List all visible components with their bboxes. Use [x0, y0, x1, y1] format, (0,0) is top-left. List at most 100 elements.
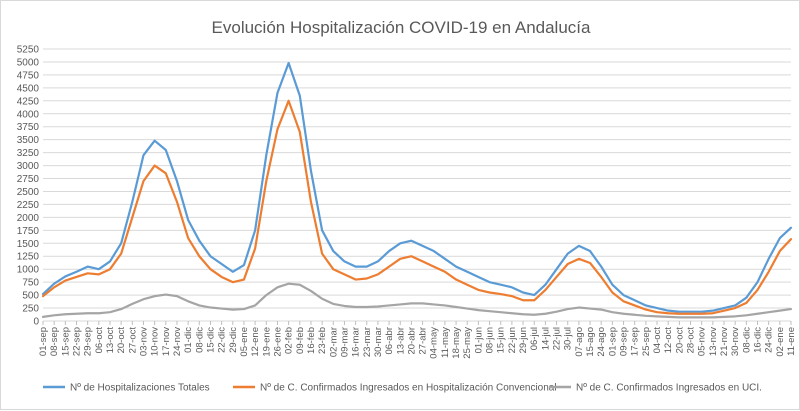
- x-tick-label: 17-sep: [630, 327, 641, 356]
- y-tick-label: 3000: [17, 161, 40, 172]
- x-tick-label: 11-ene: [786, 327, 797, 356]
- y-tick-label: 250: [22, 304, 39, 315]
- x-tick-label: 08-dic: [194, 327, 205, 353]
- x-tick-label: 06-jul: [529, 327, 540, 350]
- y-tick-label: 1000: [17, 265, 40, 276]
- x-tick-label: 11-may: [440, 327, 451, 358]
- chart-title: Evolución Hospitalización COVID-19 en An…: [212, 18, 591, 37]
- x-tick-label: 23-feb: [317, 327, 328, 354]
- x-tick-label: 24-nov: [172, 327, 183, 356]
- x-tick-label: 29-jun: [518, 327, 529, 353]
- x-tick-label: 10-nov: [150, 327, 161, 356]
- y-tick-label: 3750: [17, 122, 40, 133]
- x-tick-label: 22-sep: [71, 327, 82, 356]
- x-tick-label: 24-dic: [764, 327, 775, 353]
- x-tick-label: 09-sep: [619, 327, 630, 356]
- x-tick-label: 02-feb: [284, 327, 295, 354]
- x-tick-label: 09-mar: [339, 327, 350, 357]
- series-line-2: [41, 282, 793, 319]
- x-tick-label: 16-dic: [753, 327, 764, 353]
- x-tick-label: 13-oct: [105, 327, 116, 354]
- x-tick-label: 21-nov: [719, 327, 730, 356]
- x-tick-label: 20-oct: [674, 327, 685, 354]
- y-tick-label: 1250: [17, 252, 40, 263]
- y-tick-label: 4250: [17, 96, 40, 107]
- x-tick-label: 08-sep: [49, 327, 60, 356]
- x-tick-label: 16-feb: [306, 327, 317, 354]
- legend-label-0: Nº de Hospitalizaciones Totales: [70, 383, 210, 394]
- x-tick-label: 02-ene: [775, 327, 786, 357]
- x-tick-label: 30-mar: [373, 327, 384, 357]
- x-tick-label: 22-jul: [552, 327, 563, 350]
- y-tick-label: 1500: [17, 239, 40, 250]
- x-tick-label: 13-nov: [708, 327, 719, 356]
- x-tick-label: 06-abr: [384, 327, 395, 354]
- x-tick-label: 18-may: [451, 327, 462, 359]
- x-tick-label: 25-sep: [641, 327, 652, 356]
- series-line-0: [41, 61, 793, 313]
- y-axis: 0 250 500 750 1000 1250 1500 1750 2000 2250 2500 27…: [17, 45, 40, 328]
- x-tick-label: 15-dic: [205, 327, 216, 353]
- x-tick-label: 20-oct: [116, 327, 127, 354]
- x-tick-label: 17-nov: [161, 327, 172, 356]
- y-tick-label: 1750: [17, 226, 40, 237]
- x-tick-label: 01-jun: [473, 327, 484, 353]
- legend-label-2: Nº de C. Confirmados Ingresados en UCI.: [576, 383, 762, 394]
- x-tick-label: 15-jun: [496, 327, 507, 353]
- x-tick-label: 07-ago: [574, 327, 585, 357]
- x-tick-label: 09-feb: [295, 327, 306, 354]
- y-tick-label: 2250: [17, 200, 40, 211]
- y-tick-label: 4500: [17, 83, 40, 94]
- y-tick-label: 2000: [17, 213, 40, 224]
- y-tick-label: 3250: [17, 148, 40, 159]
- x-tick-label: 15-sep: [60, 327, 71, 356]
- legend-label-1: Nº de C. Confirmados Ingresados en Hospi…: [260, 383, 557, 394]
- x-tick-label: 27-abr: [418, 327, 429, 354]
- x-tick-label: 29-sep: [83, 327, 94, 356]
- x-tick-label: 30-nov: [730, 327, 741, 356]
- x-tick-label: 19-ene: [261, 327, 272, 357]
- x-tick-label: 02-mar: [328, 327, 339, 357]
- x-tick-label: 15-ago: [585, 327, 596, 357]
- x-tick-label: 12-oct: [663, 327, 674, 354]
- x-tick-label: 14-jul: [540, 327, 551, 350]
- x-tick-label: 30-jul: [563, 327, 574, 350]
- x-tick-label: 12-ene: [250, 327, 261, 357]
- x-tick-label: 28-oct: [686, 327, 697, 354]
- gridlines: [43, 48, 791, 322]
- y-tick-label: 5250: [17, 45, 40, 56]
- x-tick-label: 23-mar: [362, 327, 373, 357]
- x-tick-label: 22-dic: [217, 327, 228, 353]
- x-tick-label: 04-oct: [652, 327, 663, 354]
- y-tick-label: 5000: [17, 57, 40, 68]
- y-tick-label: 2750: [17, 174, 40, 185]
- x-tick-label: 29-dic: [228, 327, 239, 353]
- legend: Nº de Hospitalizaciones Totales Nº de C. …: [43, 383, 762, 394]
- x-axis: 01-sep 08-sep 15-sep 22-sep 29-sep 06-oct 13-o…: [38, 321, 797, 359]
- x-tick-label: 01-sep: [607, 327, 618, 356]
- y-tick-label: 500: [22, 291, 39, 302]
- x-tick-label: 22-jun: [507, 327, 518, 353]
- y-tick-label: 3500: [17, 135, 40, 146]
- x-tick-label: 26-ene: [272, 327, 283, 357]
- x-tick-label: 01-sep: [38, 327, 49, 356]
- y-tick-label: 4750: [17, 70, 40, 81]
- x-tick-label: 20-abr: [406, 327, 417, 354]
- y-tick-label: 4000: [17, 109, 40, 120]
- x-tick-label: 25-may: [462, 327, 473, 359]
- x-tick-label: 03-nov: [138, 327, 149, 356]
- x-tick-label: 08-dic: [741, 327, 752, 353]
- y-tick-label: 750: [22, 278, 39, 289]
- x-tick-label: 27-oct: [127, 327, 138, 354]
- x-tick-label: 13-abr: [395, 327, 406, 354]
- x-tick-label: 24-ago: [596, 327, 607, 357]
- y-tick-label: 2500: [17, 187, 40, 198]
- x-tick-label: 04-may: [429, 327, 440, 359]
- x-tick-label: 05-ene: [239, 327, 250, 357]
- series-line-1: [41, 99, 793, 315]
- x-tick-label: 05-nov: [697, 327, 708, 356]
- x-tick-label: 16-mar: [351, 327, 362, 357]
- x-tick-label: 01-dic: [183, 327, 194, 353]
